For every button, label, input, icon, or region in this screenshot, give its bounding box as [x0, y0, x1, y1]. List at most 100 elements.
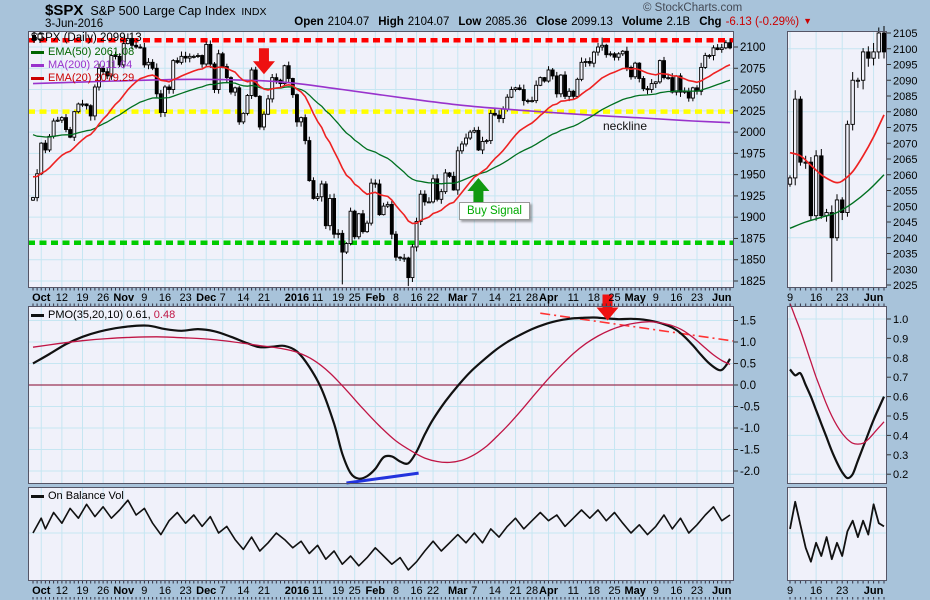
svg-text:2100: 2100	[740, 42, 766, 54]
svg-text:18: 18	[588, 292, 600, 304]
svg-text:0.6: 0.6	[893, 392, 908, 404]
svg-text:25: 25	[349, 292, 361, 304]
svg-text:7: 7	[471, 585, 477, 597]
svg-text:2065: 2065	[893, 154, 917, 166]
quote-label-low: Low	[458, 16, 482, 28]
svg-text:2100: 2100	[893, 44, 917, 56]
svg-text:Jun: Jun	[864, 585, 884, 597]
buy-signal-annotation: Buy Signal	[459, 202, 530, 220]
svg-text:Feb: Feb	[366, 292, 386, 304]
svg-text:2035: 2035	[893, 249, 917, 261]
svg-text:Dec: Dec	[196, 585, 216, 597]
svg-text:2045: 2045	[893, 217, 917, 229]
svg-text:21: 21	[258, 585, 270, 597]
svg-text:22: 22	[427, 292, 439, 304]
svg-text:1875: 1875	[740, 233, 766, 245]
svg-text:16: 16	[810, 292, 822, 304]
svg-text:19: 19	[76, 585, 88, 597]
svg-text:2000: 2000	[740, 127, 766, 139]
svg-text:11: 11	[568, 585, 579, 597]
svg-text:11: 11	[312, 292, 323, 304]
svg-text:Feb: Feb	[366, 585, 386, 597]
svg-text:7: 7	[471, 292, 477, 304]
svg-text:23: 23	[691, 292, 703, 304]
svg-text:-2.0: -2.0	[740, 466, 760, 478]
legend-title-row: $SPX (Daily) 2099.13	[31, 32, 142, 45]
svg-text:14: 14	[489, 585, 501, 597]
svg-text:1975: 1975	[740, 148, 766, 160]
legend-swatch	[31, 63, 44, 67]
svg-text:21: 21	[509, 585, 521, 597]
svg-text:28: 28	[526, 585, 538, 597]
svg-text:Apr: Apr	[539, 585, 559, 597]
pmo-legend: PMO(35,20,10) 0.61, 0.48	[31, 309, 175, 322]
svg-text:1825: 1825	[740, 276, 766, 288]
svg-text:2090: 2090	[893, 75, 917, 87]
index-name: S&P 500 Large Cap Index	[90, 4, 236, 18]
svg-text:1850: 1850	[740, 255, 766, 267]
svg-text:Oct: Oct	[32, 292, 51, 304]
legend-swatch	[31, 50, 44, 54]
svg-text:14: 14	[237, 292, 249, 304]
svg-text:0.3: 0.3	[893, 450, 908, 462]
svg-text:1.5: 1.5	[740, 316, 756, 328]
svg-text:Dec: Dec	[196, 292, 216, 304]
quote-value-low: 2085.36	[485, 16, 527, 28]
pmo-line-swatch	[31, 313, 44, 317]
svg-text:23: 23	[691, 585, 703, 597]
svg-text:28: 28	[526, 292, 538, 304]
svg-text:2050: 2050	[893, 201, 917, 213]
svg-text:Jun: Jun	[864, 292, 884, 304]
quote-label-high: High	[378, 16, 404, 28]
svg-text:1950: 1950	[740, 170, 766, 182]
svg-text:23: 23	[179, 585, 191, 597]
main-chart-legend: $SPX (Daily) 2099.13 EMA(50) 2061.08 MA(2…	[31, 32, 142, 85]
legend-item: EMA(50) 2061.08	[31, 46, 142, 59]
svg-text:14: 14	[489, 292, 501, 304]
svg-text:9: 9	[141, 292, 147, 304]
quote-value-chg: -6.13 (-0.29%)	[725, 16, 800, 28]
quote-value-high: 2104.07	[407, 16, 450, 28]
svg-text:0.9: 0.9	[893, 333, 908, 345]
svg-text:2085: 2085	[893, 91, 917, 103]
svg-text:0.4: 0.4	[893, 430, 908, 442]
quote-value-volume: 2.1B	[666, 16, 691, 28]
change-down-triangle-icon: ▼	[803, 16, 812, 26]
svg-text:9: 9	[653, 292, 659, 304]
svg-text:2105: 2105	[893, 28, 917, 40]
svg-text:2050: 2050	[740, 85, 766, 97]
svg-text:12: 12	[56, 585, 68, 597]
svg-text:9: 9	[787, 292, 793, 304]
legend-item: MA(200) 2011.04	[31, 59, 142, 72]
svg-text:22: 22	[427, 585, 439, 597]
legend-swatch	[31, 76, 44, 80]
svg-text:8: 8	[393, 292, 399, 304]
svg-text:-1.5: -1.5	[740, 445, 760, 457]
symbol: $SPX	[45, 2, 84, 19]
exchange-code: INDX	[241, 6, 267, 18]
legend-label: EMA(50) 2061.08	[48, 46, 135, 58]
svg-text:25: 25	[608, 585, 620, 597]
legend-item: EMA(20) 2079.29	[31, 72, 142, 85]
svg-text:9: 9	[787, 585, 793, 597]
svg-text:0.8: 0.8	[893, 353, 908, 365]
svg-text:2060: 2060	[893, 170, 917, 182]
stockcharts-credit: © StockCharts.com	[643, 2, 743, 14]
svg-text:-0.5: -0.5	[740, 402, 760, 414]
svg-text:Mar: Mar	[448, 585, 468, 597]
svg-text:0.0: 0.0	[740, 380, 756, 392]
quote-label-open: Open	[294, 16, 324, 28]
svg-text:19: 19	[332, 585, 344, 597]
svg-text:1925: 1925	[740, 191, 766, 203]
chart-date: 3-Jun-2016	[45, 18, 104, 30]
svg-text:Nov: Nov	[113, 585, 135, 597]
pmo-signal-value: 0.48	[153, 309, 176, 321]
legend-label: EMA(20) 2079.29	[48, 72, 135, 84]
svg-text:2080: 2080	[893, 107, 917, 119]
svg-text:16: 16	[670, 292, 682, 304]
svg-text:9: 9	[141, 585, 147, 597]
svg-text:11: 11	[568, 292, 579, 304]
svg-text:2016: 2016	[285, 292, 309, 304]
